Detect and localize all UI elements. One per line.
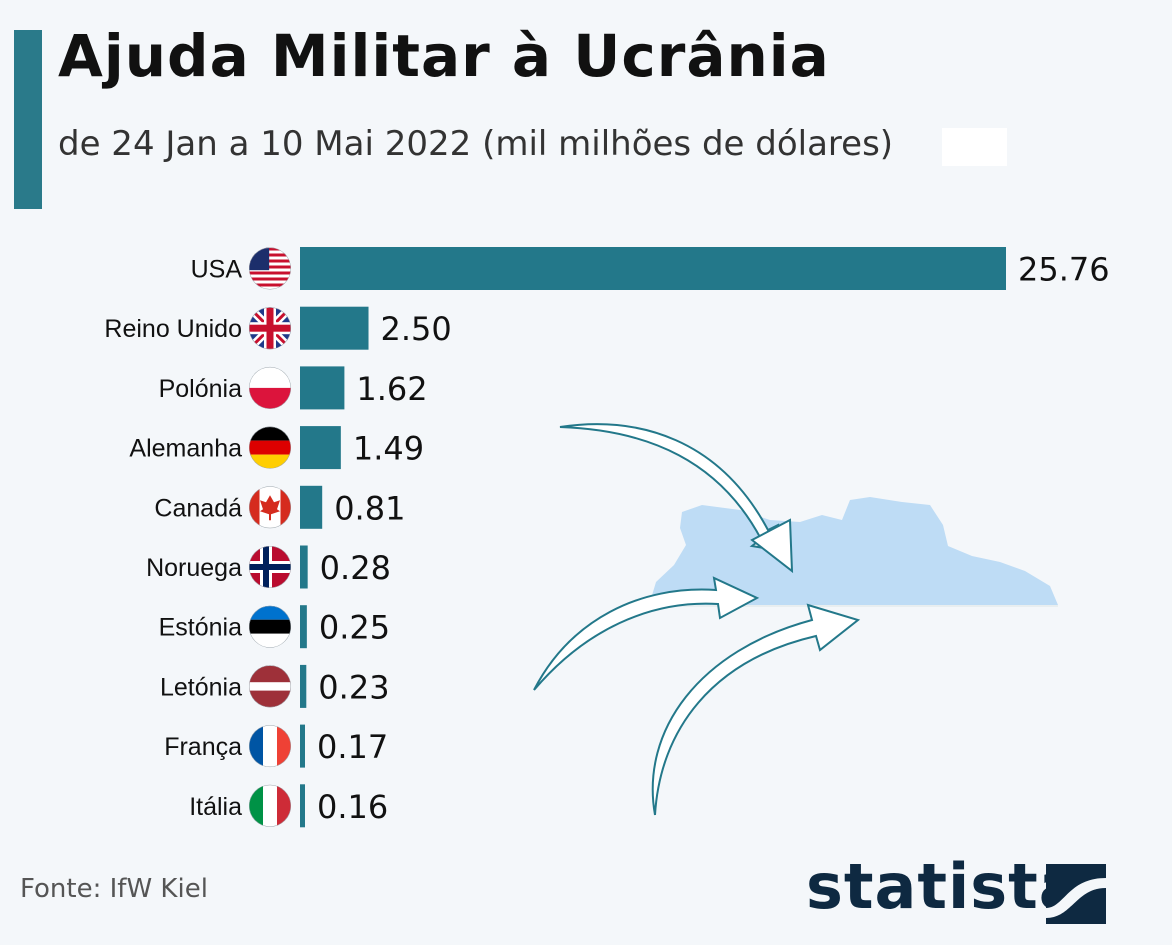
category-label: França xyxy=(164,733,242,761)
statista-logo-text: statista xyxy=(806,850,1082,923)
category-label: Alemanha xyxy=(129,435,242,463)
flag-latvia-icon xyxy=(249,665,291,708)
category-label: Canadá xyxy=(154,494,242,522)
title-accent-bar xyxy=(14,30,42,209)
value-label: 25.76 xyxy=(1018,251,1110,289)
value-label: 0.17 xyxy=(317,728,388,766)
arrow-3 xyxy=(651,603,861,816)
flag-italy-icon xyxy=(249,784,291,827)
bar xyxy=(300,545,308,589)
arrow-1 xyxy=(559,423,794,574)
flag-poland-icon xyxy=(249,366,291,409)
bar xyxy=(300,247,1006,290)
bar xyxy=(300,426,341,470)
value-label: 0.28 xyxy=(320,549,391,587)
category-label: USA xyxy=(191,256,243,284)
bar xyxy=(300,724,305,768)
flag-france-icon xyxy=(249,725,291,768)
value-label: 0.23 xyxy=(318,668,389,706)
source-note: Fonte: IfW Kiel xyxy=(20,874,208,904)
bar xyxy=(300,485,323,529)
flag-canada-icon xyxy=(249,486,291,529)
category-label: Letónia xyxy=(160,673,242,701)
bar xyxy=(300,306,369,350)
chart-subtitle: de 24 Jan a 10 Mai 2022 (mil milhões de … xyxy=(58,124,894,164)
value-label: 0.25 xyxy=(319,609,390,647)
arrows xyxy=(533,423,861,816)
subtitle-blank-box xyxy=(942,128,1007,166)
flag-usa-icon xyxy=(249,247,291,290)
bar xyxy=(300,784,305,828)
category-label: Noruega xyxy=(146,554,242,582)
category-label: Estónia xyxy=(159,614,242,642)
value-label: 2.50 xyxy=(381,310,452,348)
statista-logo-icon xyxy=(1046,864,1106,924)
bar xyxy=(300,664,307,708)
flag-germany-icon xyxy=(249,426,291,469)
bars: USA 25.76 Reino Unido 2.50 Polónia 1.62 Aleman… xyxy=(104,247,1110,828)
chart-title: Ajuda Militar à Ucrânia xyxy=(58,22,830,90)
category-label: Polónia xyxy=(159,375,242,403)
flag-estonia-icon xyxy=(249,605,291,648)
value-label: 1.62 xyxy=(356,370,427,408)
category-label: Itália xyxy=(189,793,242,821)
bar xyxy=(300,366,345,410)
bar xyxy=(300,605,307,649)
value-label: 0.16 xyxy=(317,788,388,826)
flag-norway-icon xyxy=(249,546,291,588)
category-label: Reino Unido xyxy=(104,315,242,343)
arrow-2 xyxy=(533,576,760,691)
value-label: 1.49 xyxy=(353,430,424,468)
flag-uk-icon xyxy=(249,307,291,350)
value-label: 0.81 xyxy=(334,489,405,527)
